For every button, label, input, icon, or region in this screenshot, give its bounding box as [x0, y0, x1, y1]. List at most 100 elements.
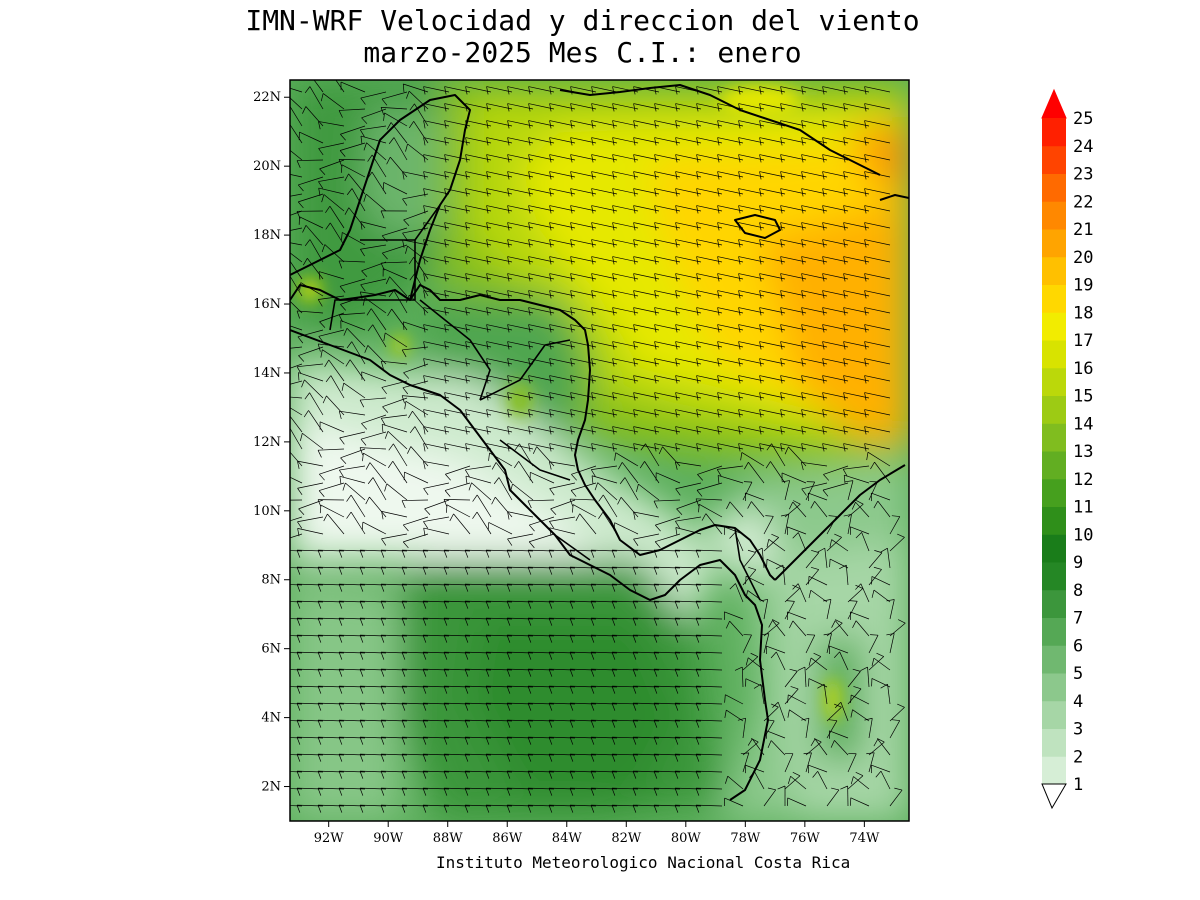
wind-barb-flag	[864, 205, 867, 214]
wind-barb-flag	[444, 103, 447, 112]
wind-barb-flag	[385, 276, 390, 285]
wind-barb-flag	[695, 634, 700, 643]
wind-barb-flag	[875, 770, 882, 778]
wind-barb	[612, 358, 639, 365]
wind-barb	[843, 137, 870, 144]
wind-barb	[675, 527, 702, 535]
wind-barb-flag	[822, 409, 825, 418]
wind-barb-flag	[532, 446, 538, 454]
wind-barb	[738, 358, 765, 365]
wind-barb-flag	[465, 375, 468, 384]
wind-barb	[822, 482, 849, 491]
wind-barb	[741, 452, 765, 467]
wind-barb	[290, 407, 303, 416]
wind-barb	[877, 500, 891, 518]
wind-barb	[738, 86, 765, 93]
wind-barb-flag	[632, 634, 637, 643]
wind-barb	[290, 87, 303, 93]
wind-barb-flag	[527, 549, 532, 558]
wind-barb	[612, 426, 639, 433]
wind-barb-flag	[276, 805, 279, 812]
wind-barb	[745, 492, 765, 501]
wind-barb	[297, 460, 324, 467]
wind-barb-flag	[318, 188, 321, 197]
wind-barb	[391, 308, 408, 331]
wind-barb-flag	[407, 446, 412, 454]
wind-barb	[486, 392, 513, 399]
wind-barb	[486, 120, 513, 127]
wind-barb-flag	[276, 618, 279, 625]
wind-barb	[823, 465, 849, 475]
legend-color-box	[1042, 395, 1066, 424]
wind-barb	[579, 513, 597, 535]
wind-barb	[298, 176, 324, 186]
wind-barb-flag	[443, 499, 448, 507]
wind-barb	[486, 375, 513, 382]
wind-barb-flag	[780, 256, 783, 265]
wind-barb-flag	[725, 620, 730, 629]
wind-barb-flag	[344, 173, 349, 182]
wind-barb-flag	[822, 103, 825, 112]
wind-barb-flag	[465, 205, 468, 214]
wind-barb	[549, 443, 576, 450]
wind-barb-flag	[325, 222, 331, 230]
wind-barb-flag	[855, 532, 862, 539]
wind-barb-flag	[674, 804, 679, 813]
wind-barb-flag	[864, 392, 867, 401]
wind-barb	[867, 451, 891, 467]
wind-barb	[633, 426, 660, 433]
wind-barb-flag	[570, 490, 577, 497]
wind-barb	[805, 634, 816, 654]
wind-barb-flag	[674, 753, 679, 762]
wind-barb-flag	[654, 541, 661, 549]
wind-barb	[307, 258, 324, 280]
wind-barb	[340, 125, 366, 135]
wind-barb	[633, 375, 660, 382]
wind-barb-flag	[549, 86, 552, 95]
wind-barb-flag	[367, 154, 373, 162]
wind-barb	[305, 225, 324, 246]
wind-barb	[738, 324, 765, 331]
legend-level-label: 14	[1073, 414, 1093, 434]
lon-tick-label: 90W	[373, 831, 404, 846]
wind-barb	[318, 121, 345, 127]
wind-barb-flag	[695, 702, 700, 711]
wind-barb	[759, 341, 786, 348]
wind-barb-flag	[611, 617, 616, 626]
wind-barb-flag	[674, 787, 679, 796]
wind-barb	[444, 307, 471, 314]
wind-barb	[763, 706, 779, 722]
wind-barb	[591, 86, 618, 93]
wind-barb	[826, 789, 840, 807]
wind-barb-flag	[380, 600, 385, 609]
wind-barb	[696, 804, 723, 807]
legend-color-box	[1042, 700, 1066, 729]
wind-barb-flag	[338, 668, 343, 677]
wind-barb-flag	[793, 500, 801, 505]
wind-barb	[675, 409, 702, 416]
wind-barb	[717, 443, 744, 450]
wind-barb-flag	[486, 120, 489, 129]
wind-barb-flag	[834, 702, 842, 709]
wind-barb-flag	[443, 719, 448, 728]
wind-barb-flag	[380, 804, 385, 813]
wind-barb-flag	[784, 446, 789, 455]
wind-barb	[300, 282, 324, 297]
wind-barb-flag	[443, 600, 448, 609]
wind-barb-flag	[339, 286, 346, 293]
wind-barb-flag	[528, 409, 531, 418]
wind-barb-flag	[696, 290, 699, 299]
wind-barb-flag	[507, 137, 510, 146]
wind-barb-flag	[296, 583, 301, 592]
wind-barb-flag	[506, 685, 511, 694]
wind-barb	[612, 103, 639, 110]
wind-barb	[339, 260, 366, 263]
wind-barb-flag	[549, 307, 552, 316]
wind-barb-flag	[506, 770, 511, 779]
wind-barb-flag	[296, 160, 301, 168]
wind-barb-flag	[422, 685, 427, 694]
wind-barb	[423, 154, 450, 161]
wind-barb	[591, 465, 618, 470]
wind-barb-flag	[338, 719, 343, 728]
wind-barb-flag	[780, 426, 783, 435]
